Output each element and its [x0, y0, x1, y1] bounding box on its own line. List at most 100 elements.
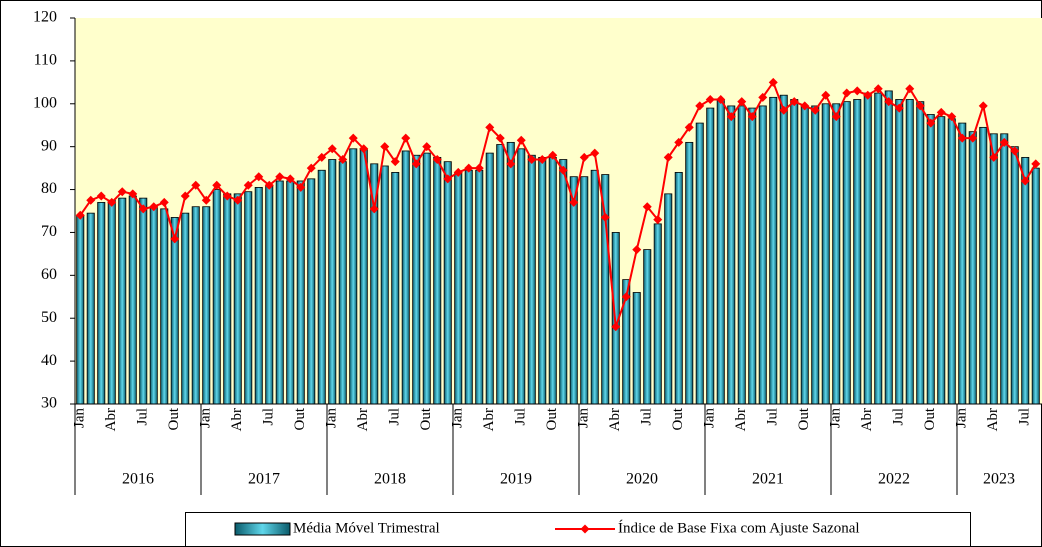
line-marker [894, 103, 904, 113]
bar [832, 103, 841, 405]
bar [296, 180, 305, 405]
line-marker [695, 101, 705, 111]
x-tick-label: Abr [859, 408, 875, 431]
line-marker [1031, 159, 1041, 169]
line-marker [779, 105, 789, 115]
bar [580, 176, 589, 405]
line-marker [296, 182, 306, 192]
bar [349, 148, 358, 405]
line-marker [285, 174, 295, 184]
line-marker [884, 97, 894, 107]
line-marker [275, 172, 285, 182]
x-tick-label: Jan [450, 408, 466, 428]
group-label: 2017 [248, 471, 280, 488]
group-label: 2016 [122, 471, 154, 488]
bar [968, 131, 977, 405]
line-marker [863, 90, 873, 100]
x-tick-label: Jul [135, 408, 151, 426]
bar [989, 133, 998, 405]
bar [685, 141, 694, 405]
y-tick-label: 100 [33, 94, 57, 111]
bar [758, 105, 767, 405]
bar [422, 152, 431, 405]
line-marker [359, 144, 369, 154]
line-marker [401, 133, 411, 143]
bar [706, 107, 715, 405]
x-tick-label: Jul [765, 408, 781, 426]
group-label: 2019 [500, 471, 532, 488]
bar [559, 159, 568, 405]
bar [538, 156, 547, 405]
line-marker [852, 86, 862, 96]
y-tick-label: 40 [41, 352, 57, 369]
line-marker [180, 191, 190, 201]
line-marker [516, 135, 526, 145]
line-marker [873, 84, 883, 94]
line-marker [453, 167, 463, 177]
bar [748, 107, 757, 405]
bar [769, 96, 778, 405]
line-marker [254, 172, 264, 182]
x-tick-label: Jan [198, 408, 214, 428]
bar [412, 154, 421, 405]
line-marker [905, 84, 915, 94]
x-tick-label: Abr [733, 408, 749, 431]
bar [202, 206, 211, 405]
line-marker [537, 155, 547, 165]
bar [821, 103, 830, 405]
line-marker [75, 210, 85, 220]
bar [979, 126, 988, 405]
group-label: 2020 [626, 471, 658, 488]
bar [811, 105, 820, 405]
line-marker [128, 189, 138, 199]
x-tick-label: Out [796, 407, 812, 430]
bar [475, 169, 484, 405]
line-marker [390, 157, 400, 167]
x-tick-label: Jan [324, 408, 340, 428]
bar [947, 118, 956, 405]
bar [548, 156, 557, 405]
line-marker [233, 195, 243, 205]
line-marker [915, 101, 925, 111]
y-tick-label: 30 [41, 395, 57, 412]
x-tick-label: Abr [103, 408, 119, 431]
line-marker [663, 152, 673, 162]
x-tick-label: Jul [891, 408, 907, 426]
line-marker [380, 142, 390, 152]
bar [1021, 156, 1030, 405]
bar [937, 116, 946, 405]
bar [338, 161, 347, 405]
group-label: 2023 [983, 471, 1015, 488]
line-marker [737, 97, 747, 107]
bar [181, 212, 190, 405]
bar [359, 148, 368, 405]
line-marker [978, 101, 988, 111]
bar [464, 169, 473, 405]
plot-content [75, 77, 1041, 405]
line-marker [369, 204, 379, 214]
line-marker [464, 163, 474, 173]
line-marker [926, 118, 936, 128]
x-tick-label: Jan [72, 408, 88, 428]
line-marker [243, 180, 253, 190]
y-tick-label: 60 [41, 266, 57, 283]
line-marker [653, 215, 663, 225]
line-marker [506, 159, 516, 169]
bar [328, 159, 337, 405]
line-marker [264, 180, 274, 190]
line-marker [96, 191, 106, 201]
line-marker [936, 107, 946, 117]
line-marker [443, 174, 453, 184]
line-marker [642, 202, 652, 212]
line-marker [107, 197, 117, 207]
bar [527, 154, 536, 405]
line-marker [159, 197, 169, 207]
bar [737, 105, 746, 405]
line-marker [621, 292, 631, 302]
bar [244, 191, 253, 405]
line-marker [747, 112, 757, 122]
bar [433, 156, 442, 405]
bar [779, 94, 788, 405]
x-tick-label: Out [166, 407, 182, 430]
bar [863, 92, 872, 405]
